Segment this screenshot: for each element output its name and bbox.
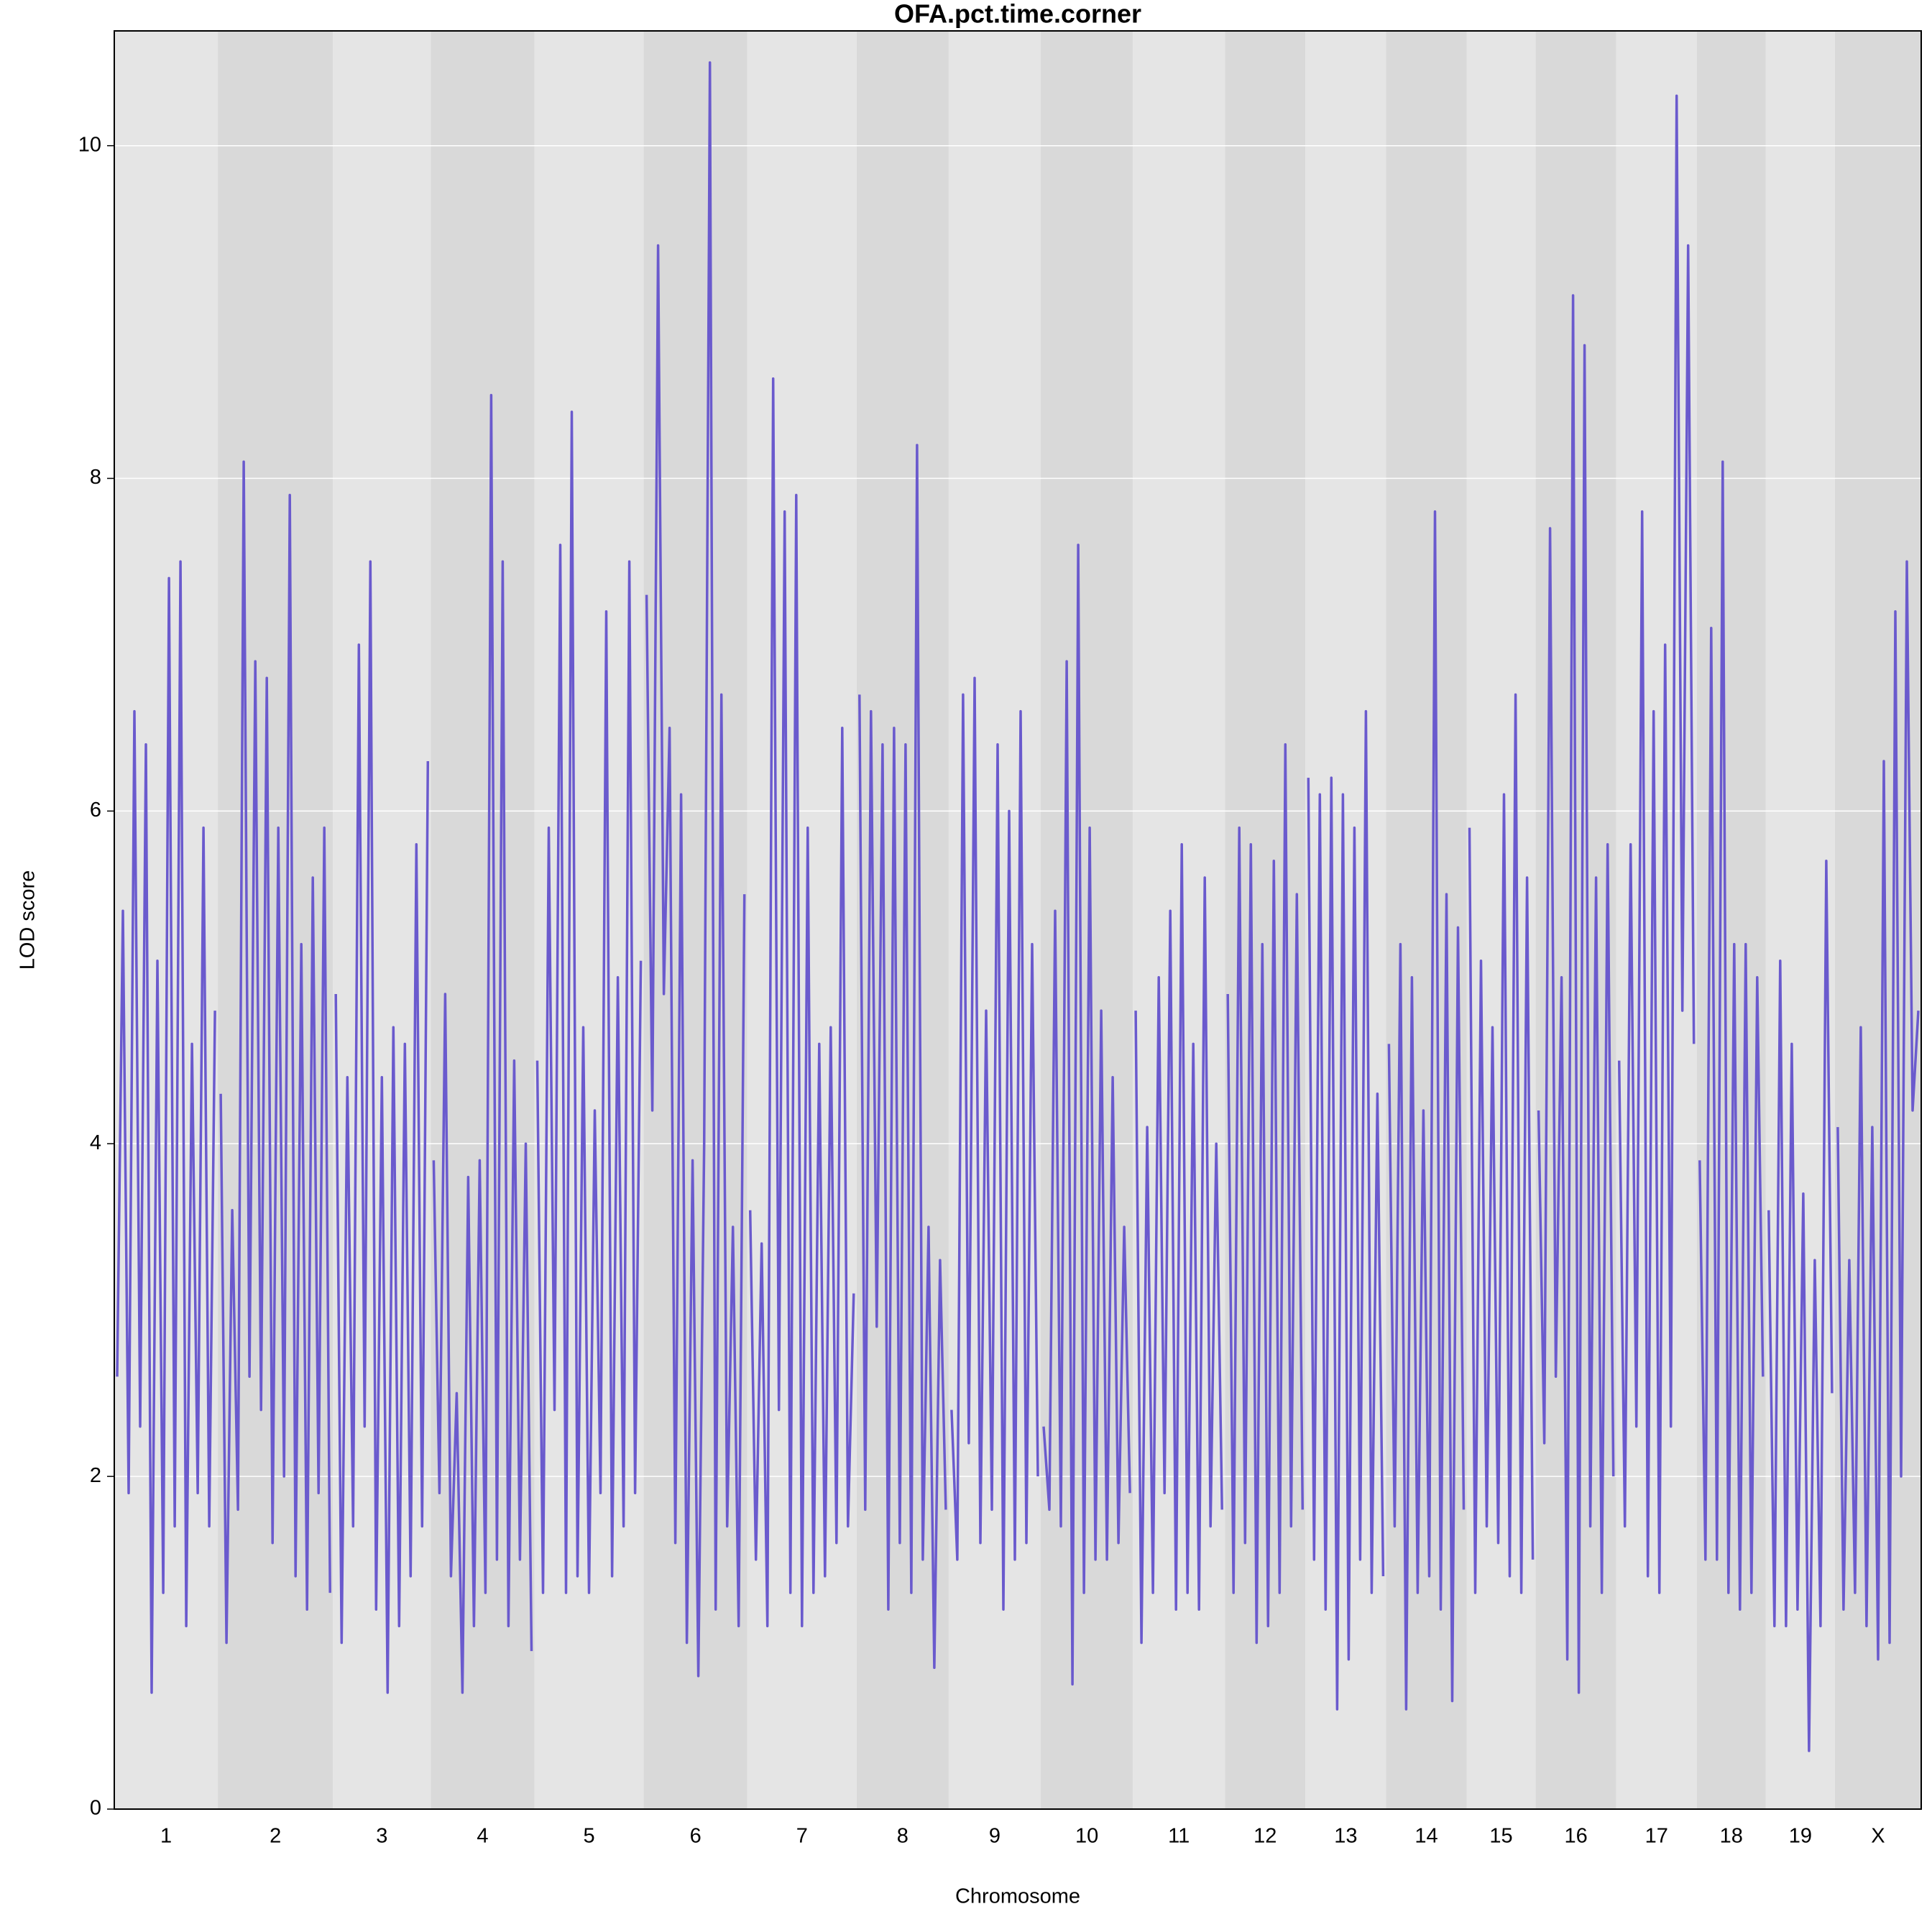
x-tick-label: 18 — [1720, 1825, 1743, 1848]
x-tick-label: 1 — [160, 1825, 172, 1848]
lod-curve — [1698, 460, 1765, 1611]
lod-curve — [950, 676, 1039, 1611]
y-tick-label: 0 — [90, 1797, 101, 1820]
y-tick-label: 10 — [78, 133, 101, 156]
chromosome-band — [1466, 31, 1536, 1809]
x-tick-label: X — [1871, 1825, 1885, 1848]
y-tick-label: 2 — [90, 1464, 101, 1487]
lod-curve — [1226, 743, 1305, 1644]
lod-curve — [1134, 842, 1223, 1644]
x-tick-label: 6 — [690, 1825, 702, 1848]
x-tick-label: 8 — [897, 1825, 908, 1848]
x-tick-label: 3 — [376, 1825, 387, 1848]
x-tick-label: 13 — [1334, 1825, 1357, 1848]
lod-curve — [1042, 543, 1131, 1686]
lod-curve — [334, 560, 430, 1694]
x-axis-title: Chromosome — [955, 1885, 1080, 1908]
chart-title: OFA.pct.time.corner — [894, 0, 1141, 29]
chromosome-band — [218, 31, 334, 1809]
chromosome-band — [333, 31, 431, 1809]
lod-curve — [1468, 693, 1535, 1594]
x-tick-label: 14 — [1414, 1825, 1438, 1848]
x-tick-label: 2 — [270, 1825, 281, 1848]
y-tick-label: 8 — [90, 466, 101, 489]
x-tick-label: 9 — [989, 1825, 1000, 1848]
lod-curve — [645, 61, 746, 1678]
x-tick-label: 11 — [1168, 1825, 1190, 1848]
lod-curve — [748, 377, 855, 1628]
chromosome-band — [431, 31, 535, 1809]
x-tick-label: 12 — [1254, 1825, 1276, 1848]
x-tick-label: 19 — [1789, 1825, 1812, 1848]
x-tick-label: 4 — [477, 1825, 488, 1848]
x-tick-label: 15 — [1489, 1825, 1512, 1848]
lod-curve — [858, 443, 947, 1670]
chromosome-band — [1765, 31, 1835, 1809]
lod-curve — [1537, 294, 1615, 1694]
chromosome-band — [1305, 31, 1386, 1809]
chromosome-band — [1225, 31, 1306, 1809]
y-tick-label: 6 — [90, 799, 101, 822]
chromosome-band — [1133, 31, 1225, 1809]
lod-curve — [432, 394, 533, 1694]
lod-curve — [535, 410, 643, 1594]
y-axis-title: LOD score — [17, 870, 40, 970]
chromosome-band — [1696, 31, 1766, 1809]
lod-curve — [1387, 510, 1466, 1711]
x-tick-label: 7 — [796, 1825, 808, 1848]
lod-curve — [1307, 709, 1385, 1711]
lod-curve — [116, 560, 216, 1694]
x-tick-label: 16 — [1564, 1825, 1587, 1848]
x-tick-label: 10 — [1075, 1825, 1098, 1848]
x-tick-label: 17 — [1645, 1825, 1668, 1848]
lod-curve — [1836, 560, 1920, 1661]
y-tick-label: 4 — [90, 1131, 101, 1154]
x-tick-label: 5 — [583, 1825, 594, 1848]
plot-frame — [114, 30, 1922, 1810]
lod-curve — [219, 460, 331, 1644]
lod-curve — [1617, 94, 1696, 1594]
lod-curve — [1767, 860, 1834, 1752]
chromosome-band — [1616, 31, 1697, 1809]
